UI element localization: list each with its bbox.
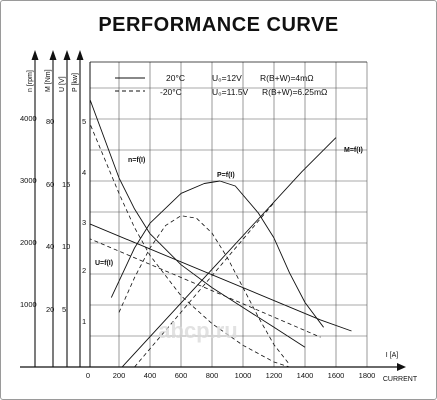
tick-label-n: 3000 [20, 176, 37, 185]
series-line-p-dashed [118, 215, 290, 365]
tick-label-n: 2000 [20, 238, 37, 247]
tick-label-u: 10 [62, 242, 70, 251]
watermark-logo: abcp.ru [158, 318, 237, 343]
y-axis-label-2: U [V] [59, 76, 66, 92]
y-axis-label-0: n [rpm] [27, 70, 34, 92]
legend-temp-dashed: -20°C [160, 87, 182, 97]
tick-label-x: 800 [206, 371, 219, 380]
series-line-u-solid [90, 223, 352, 332]
x-axis-arrow [397, 363, 406, 371]
legend-voltage-dashed: U₀=11.5V [212, 87, 249, 97]
y-axis-label-3: P [kw] [72, 73, 79, 92]
tick-label-p: 5 [82, 117, 86, 126]
tick-label-x: 1400 [297, 371, 314, 380]
tick-label-x: 1800 [359, 371, 376, 380]
tick-label-n: 1000 [20, 300, 37, 309]
curve-label-u: U=f(I) [95, 260, 113, 267]
legend-resistance-dashed: R(B+W)=6.25mΩ [262, 87, 327, 97]
legend-voltage-solid: U₀=12V [212, 73, 242, 83]
legend-temp-solid: 20°C [166, 73, 185, 83]
y-axis-arrow-2 [63, 50, 71, 60]
chart-title: PERFORMANCE CURVE [98, 14, 339, 36]
tick-label-x: 600 [175, 371, 188, 380]
curve-label-p: P=f(I) [217, 172, 235, 179]
curve-label-n: n=f(I) [128, 157, 145, 164]
legend-resistance-solid: R(B+W)=4mΩ [260, 73, 314, 83]
tick-label-p: 2 [82, 266, 86, 275]
tick-label-p: 4 [82, 168, 86, 177]
tick-label-m: 20 [46, 305, 54, 314]
tick-label-m: 60 [46, 180, 54, 189]
series-line-m-dashed [134, 202, 275, 367]
series-line-n-dashed [90, 122, 290, 367]
tick-label-p: 3 [82, 218, 86, 227]
tick-label-p: 1 [82, 317, 86, 326]
tick-label-m: 40 [46, 242, 54, 251]
tick-label-m: 80 [46, 117, 54, 126]
series-line-n-solid [90, 100, 306, 348]
tick-label-x: 1600 [328, 371, 345, 380]
y-axis-arrow-0 [31, 50, 39, 60]
series-line-u-dashed [90, 238, 321, 338]
tick-label-x: 0 [86, 371, 90, 380]
x-axis-label: I [A] [386, 352, 399, 359]
tick-label-u: 15 [62, 180, 70, 189]
tick-label-x: 400 [144, 371, 157, 380]
series-line-m-solid [121, 137, 337, 367]
x-axis-label-secondary: CURRENT [383, 376, 418, 383]
tick-label-u: 5 [62, 305, 66, 314]
y-axis-label-1: M [Nm] [45, 69, 52, 92]
y-axis-arrow-3 [76, 50, 84, 60]
series-line-p-solid [110, 180, 324, 328]
curve-label-m: M=f(I) [344, 147, 363, 154]
tick-label-x: 1200 [266, 371, 283, 380]
tick-label-x: 200 [113, 371, 126, 380]
y-axis-arrow-1 [49, 50, 57, 60]
tick-label-x: 1000 [235, 371, 252, 380]
tick-label-n: 4000 [20, 114, 37, 123]
